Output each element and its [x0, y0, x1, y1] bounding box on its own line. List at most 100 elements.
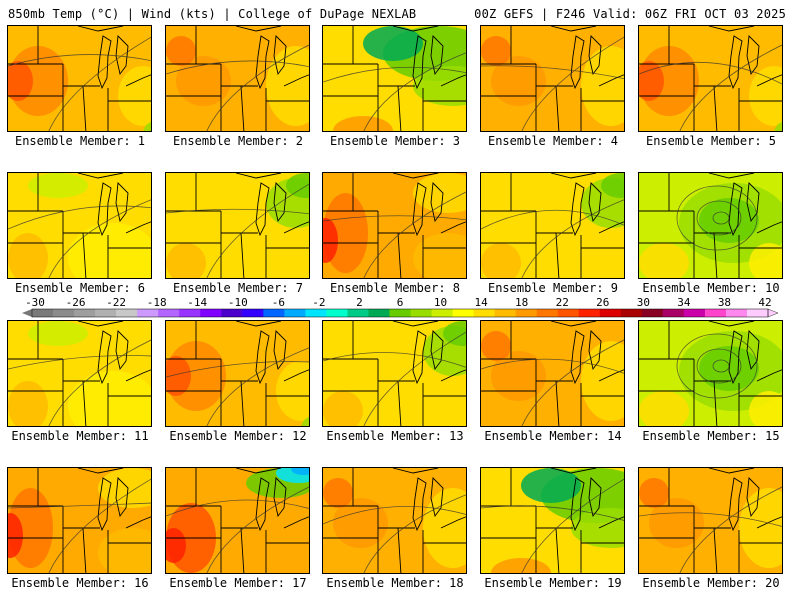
ensemble-member-map	[322, 172, 467, 279]
colorbar-swatch	[137, 309, 159, 317]
temperature-field	[481, 321, 624, 426]
temperature-field	[639, 173, 782, 278]
colorbar-swatch	[725, 309, 748, 317]
ensemble-member-map	[165, 25, 310, 132]
ensemble-member-caption: Ensemble Member: 6	[14, 281, 146, 295]
ensemble-member-map	[638, 320, 783, 427]
colorbar-swatch	[221, 309, 243, 317]
ensemble-member-caption: Ensemble Member: 13	[326, 429, 464, 443]
colorbar-tick-label: 26	[596, 296, 609, 309]
colorbar-tick-label: -30	[25, 296, 45, 309]
ensemble-member-map	[7, 467, 152, 574]
temperature-field	[166, 321, 309, 426]
colorbar-swatch	[347, 309, 369, 317]
ensemble-member-caption: Ensemble Member: 16	[11, 576, 149, 590]
ensemble-member-caption: Ensemble Member: 20	[642, 576, 780, 590]
colorbar-arrow-high	[767, 308, 779, 318]
temperature-field	[323, 26, 466, 131]
ensemble-member-caption: Ensemble Member: 12	[169, 429, 307, 443]
colorbar-tick-label: -14	[187, 296, 207, 309]
temperature-field	[639, 26, 782, 131]
ensemble-member-map	[480, 320, 625, 427]
temperature-field	[481, 173, 624, 278]
colorbar-swatch	[662, 309, 685, 317]
ensemble-member-map	[638, 25, 783, 132]
temperature-field	[323, 468, 466, 573]
ensemble-member-caption: Ensemble Member: 1	[14, 134, 146, 148]
colorbar-swatch	[158, 309, 180, 317]
ensemble-member-caption: Ensemble Member: 7	[172, 281, 304, 295]
colorbar-swatch	[452, 309, 475, 317]
colorbar-swatch	[599, 309, 622, 317]
colorbar-tick-label: 6	[397, 296, 404, 309]
colorbar-swatch	[242, 309, 264, 317]
temperature-field	[639, 321, 782, 426]
ensemble-member-caption: Ensemble Member: 14	[484, 429, 622, 443]
temperature-field	[166, 26, 309, 131]
colorbar-arrow-low	[22, 309, 32, 317]
ensemble-member-caption: Ensemble Member: 11	[11, 429, 149, 443]
colorbar-swatch	[179, 309, 201, 317]
temperature-field	[8, 173, 151, 278]
colorbar-swatch	[116, 309, 138, 317]
colorbar-swatch	[263, 309, 285, 317]
ensemble-member-caption: Ensemble Member: 3	[329, 134, 461, 148]
ensemble-member-caption: Ensemble Member: 8	[329, 281, 461, 295]
colorbar-swatch	[389, 309, 412, 317]
colorbar-swatch	[641, 309, 664, 317]
colorbar-swatch	[32, 309, 54, 317]
temperature-field	[8, 26, 151, 131]
ensemble-member-map	[7, 25, 152, 132]
colorbar-swatch	[53, 309, 75, 317]
temperature-field	[481, 468, 624, 573]
colorbar-swatch	[326, 309, 348, 317]
ensemble-member-caption: Ensemble Member: 9	[487, 281, 619, 295]
ensemble-member-caption: Ensemble Member: 19	[484, 576, 622, 590]
colorbar-tick-label: -22	[106, 296, 126, 309]
colorbar-swatch	[74, 309, 96, 317]
ensemble-member-map	[480, 25, 625, 132]
colorbar-tick-label: 42	[758, 296, 771, 309]
colorbar-swatch	[95, 309, 117, 317]
colorbar-swatch	[431, 309, 454, 317]
colorbar-tick-label: 34	[677, 296, 691, 309]
ensemble-member-caption: Ensemble Member: 10	[642, 281, 780, 295]
colorbar-swatch	[200, 309, 222, 317]
colorbar-swatch	[704, 309, 727, 317]
run-valid-time: 00Z GEFS | F246 Valid: 06Z FRI OCT 03 20…	[474, 7, 786, 21]
colorbar-tick-label: -10	[228, 296, 248, 309]
colorbar-swatch	[284, 309, 306, 317]
colorbar-tick-label: 10	[434, 296, 447, 309]
ensemble-member-map	[322, 320, 467, 427]
ensemble-member-map	[638, 172, 783, 279]
temperature-field	[166, 468, 309, 573]
colorbar-swatch	[578, 309, 601, 317]
colorbar-swatch	[410, 309, 433, 317]
colorbar-swatch	[536, 309, 559, 317]
temperature-field	[166, 173, 309, 278]
colorbar-swatch	[494, 309, 517, 317]
temperature-field	[323, 173, 466, 278]
ensemble-member-caption: Ensemble Member: 4	[487, 134, 619, 148]
colorbar-tick-label: 2	[356, 296, 363, 309]
chart-title: 850mb Temp (°C) | Wind (kts) | College o…	[8, 7, 417, 21]
colorbar-swatch	[620, 309, 643, 317]
colorbar-swatch	[473, 309, 496, 317]
colorbar-swatch	[368, 309, 390, 317]
ensemble-member-caption: Ensemble Member: 15	[642, 429, 780, 443]
temperature-field	[481, 26, 624, 131]
colorbar-swatch	[683, 309, 706, 317]
colorbar-tick-label: 38	[718, 296, 731, 309]
colorbar-tick-label: 30	[637, 296, 650, 309]
colorbar-tick-label: 14	[474, 296, 488, 309]
ensemble-member-caption: Ensemble Member: 5	[645, 134, 777, 148]
ensemble-member-map	[165, 320, 310, 427]
colorbar-swatch	[557, 309, 580, 317]
ensemble-member-map	[638, 467, 783, 574]
ensemble-member-map	[322, 467, 467, 574]
colorbar-outline	[31, 308, 769, 318]
ensemble-member-caption: Ensemble Member: 2	[172, 134, 304, 148]
temperature-field	[8, 468, 151, 573]
colorbar-tick-label: -6	[272, 296, 285, 309]
colorbar-tick-label: 22	[556, 296, 569, 309]
